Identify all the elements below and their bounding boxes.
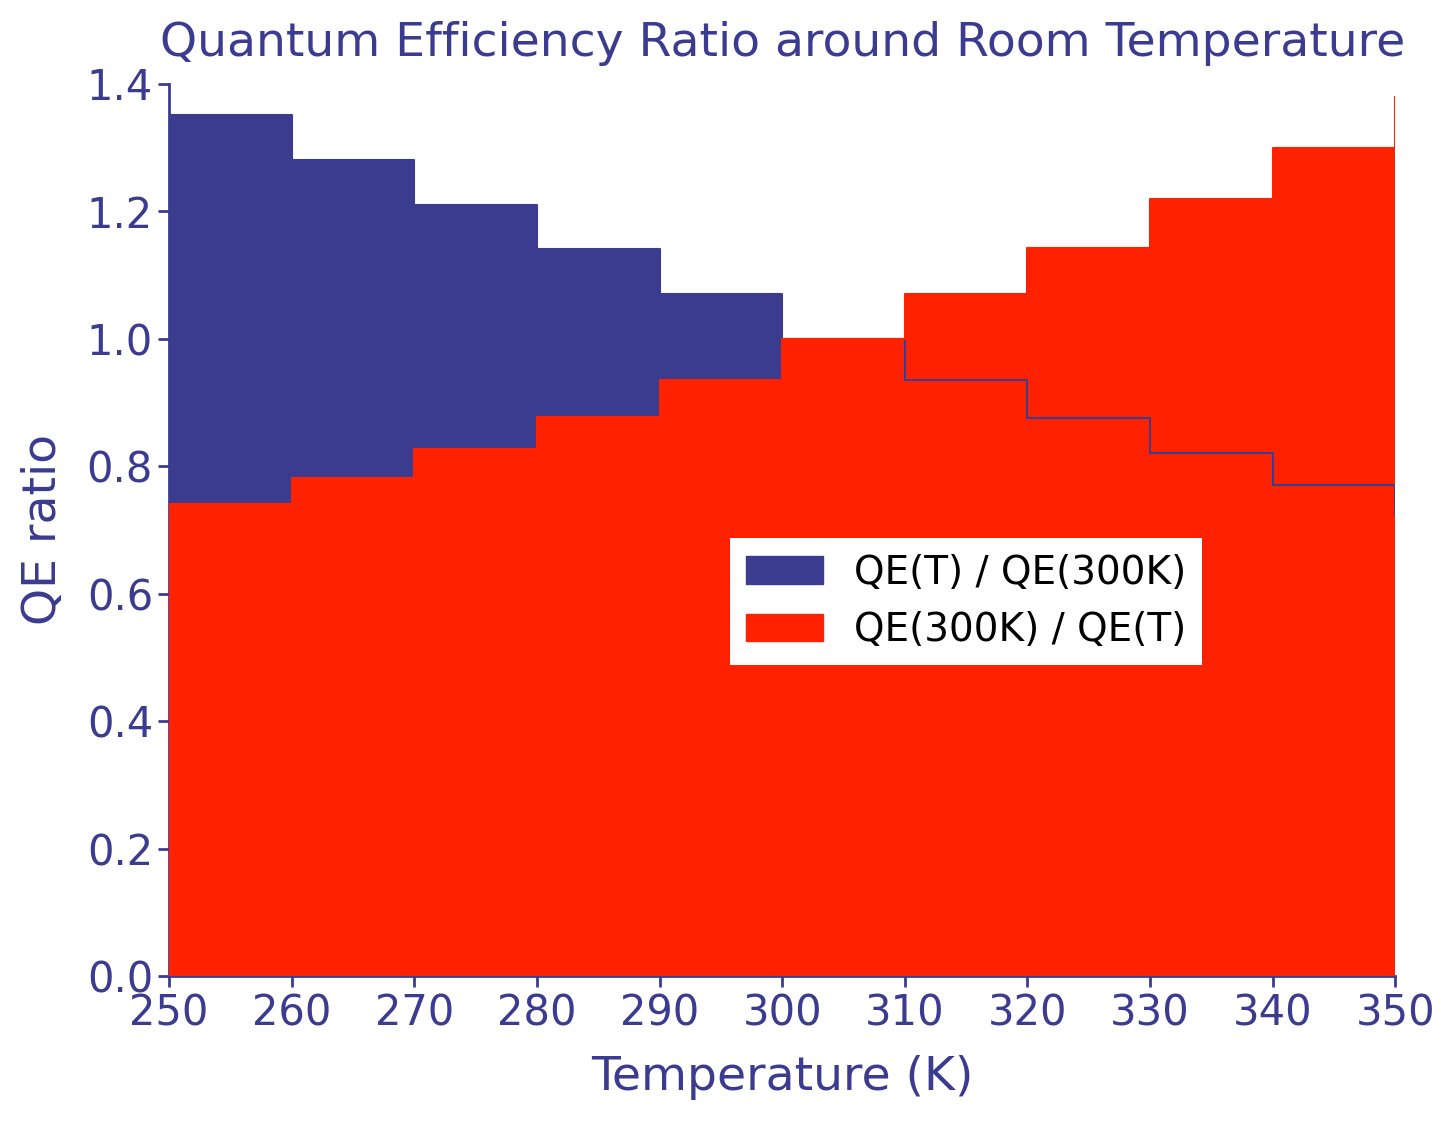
X-axis label: Temperature (K): Temperature (K) xyxy=(591,1055,974,1100)
Y-axis label: QE ratio: QE ratio xyxy=(20,435,66,626)
Title: Quantum Efficiency Ratio around Room Temperature: Quantum Efficiency Ratio around Room Tem… xyxy=(160,21,1405,66)
Legend: QE(T) / QE(300K), QE(300K) / QE(T): QE(T) / QE(300K), QE(300K) / QE(T) xyxy=(729,538,1203,665)
